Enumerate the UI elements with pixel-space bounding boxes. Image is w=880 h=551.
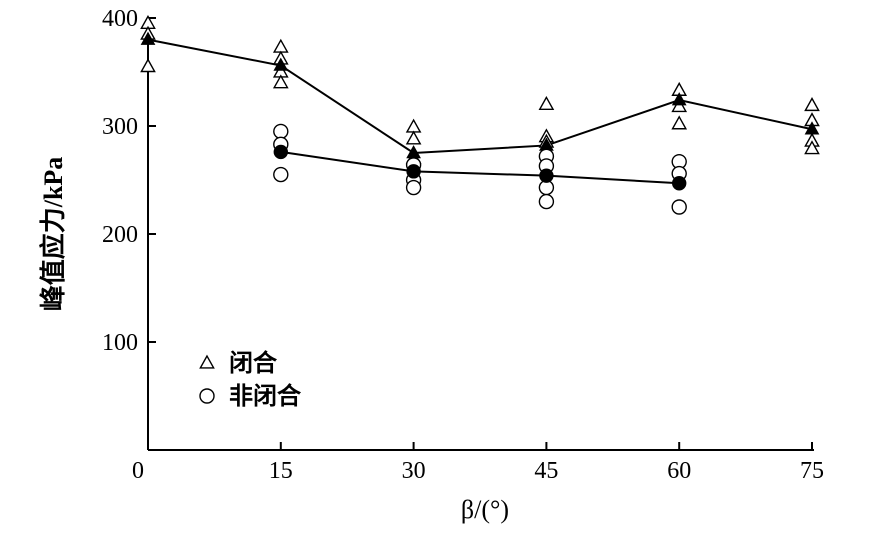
point-circle [273, 166, 289, 183]
x-tick-label: 60 [667, 458, 691, 484]
legend-label-circle: 非闭合 [229, 382, 302, 410]
y-axis-title: 峰值应力/kPa [38, 157, 68, 312]
point-triangle [671, 98, 688, 113]
x-tick-label: 15 [269, 458, 293, 484]
mean-point-circle [672, 176, 687, 191]
point-triangle [804, 97, 820, 112]
point-circle [538, 193, 555, 210]
mean-lines [147, 38, 813, 185]
legend-label-triangle: 闭合 [229, 349, 278, 377]
point-circle [405, 179, 422, 196]
point-circle [273, 123, 289, 140]
mean-line-circle [280, 150, 680, 185]
y-tick-label: 400 [102, 6, 138, 32]
mean-point-circle [273, 144, 288, 160]
point-triangle [538, 95, 555, 111]
point-triangle [671, 115, 688, 130]
mean-line-triangle [147, 38, 813, 155]
mean-point-triangle [671, 92, 687, 106]
y-tick-label: 100 [102, 330, 138, 356]
y-tick-label: 300 [102, 114, 138, 140]
x-tick-label: 30 [402, 458, 426, 484]
point-circle [671, 199, 687, 215]
mean-point-circle [406, 164, 421, 179]
mean-point-triangle [273, 57, 289, 71]
point-triangle [272, 74, 289, 89]
point-triangle [804, 140, 820, 155]
legend-marker-triangle [199, 354, 215, 369]
mean-point-triangle [804, 121, 820, 135]
ticks: 0 15 30 45 60 75 100 200 300 400 [102, 6, 824, 484]
mean-point-triangle [140, 31, 156, 45]
point-triangle [405, 118, 422, 133]
point-triangle [405, 130, 422, 145]
x-tick-label: 45 [534, 458, 558, 484]
point-triangle [272, 38, 289, 53]
x-tick-label: 0 [132, 458, 144, 484]
y-tick-label: 200 [102, 222, 138, 248]
mean-point-circle [539, 168, 554, 183]
legend-marker-circle [199, 388, 215, 404]
data-points [140, 14, 820, 215]
x-axis-title: β/(°) [461, 495, 509, 524]
x-tick-label: 75 [800, 458, 824, 484]
point-triangle [140, 58, 156, 73]
